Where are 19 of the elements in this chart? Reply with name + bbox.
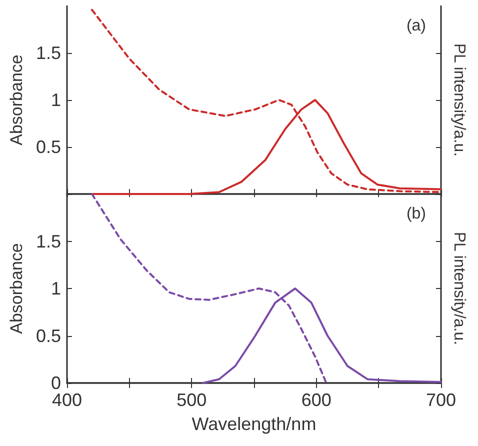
y-tick-label: 0.5 [36, 326, 61, 346]
line-series [90, 8, 442, 194]
y-tick-label: 1.5 [36, 43, 61, 63]
x-tick-label: 700 [426, 390, 456, 410]
annotation: (b) [406, 206, 426, 222]
y-axis-title: Absorbance [7, 243, 26, 334]
x-axis-title: Wavelength/nm [192, 414, 316, 434]
y2-axis-title: PL intensity/a.u. [450, 43, 468, 157]
annotation: (a) [406, 18, 426, 34]
x-tick-label: 600 [301, 390, 332, 410]
y-tick-label: 1.5 [36, 231, 61, 252]
x-tick-label: 400 [52, 390, 82, 410]
y-tick-label: 0.5 [36, 137, 61, 157]
y-tick-label: 1 [50, 278, 61, 298]
x-tick-label: 500 [176, 390, 207, 410]
y-axis-title: Absorbance [7, 54, 26, 146]
y2-axis-title: PL intensity/a.u. [450, 232, 468, 346]
y-tick-label: 0 [50, 373, 61, 393]
y-tick-label: 1 [50, 90, 61, 110]
